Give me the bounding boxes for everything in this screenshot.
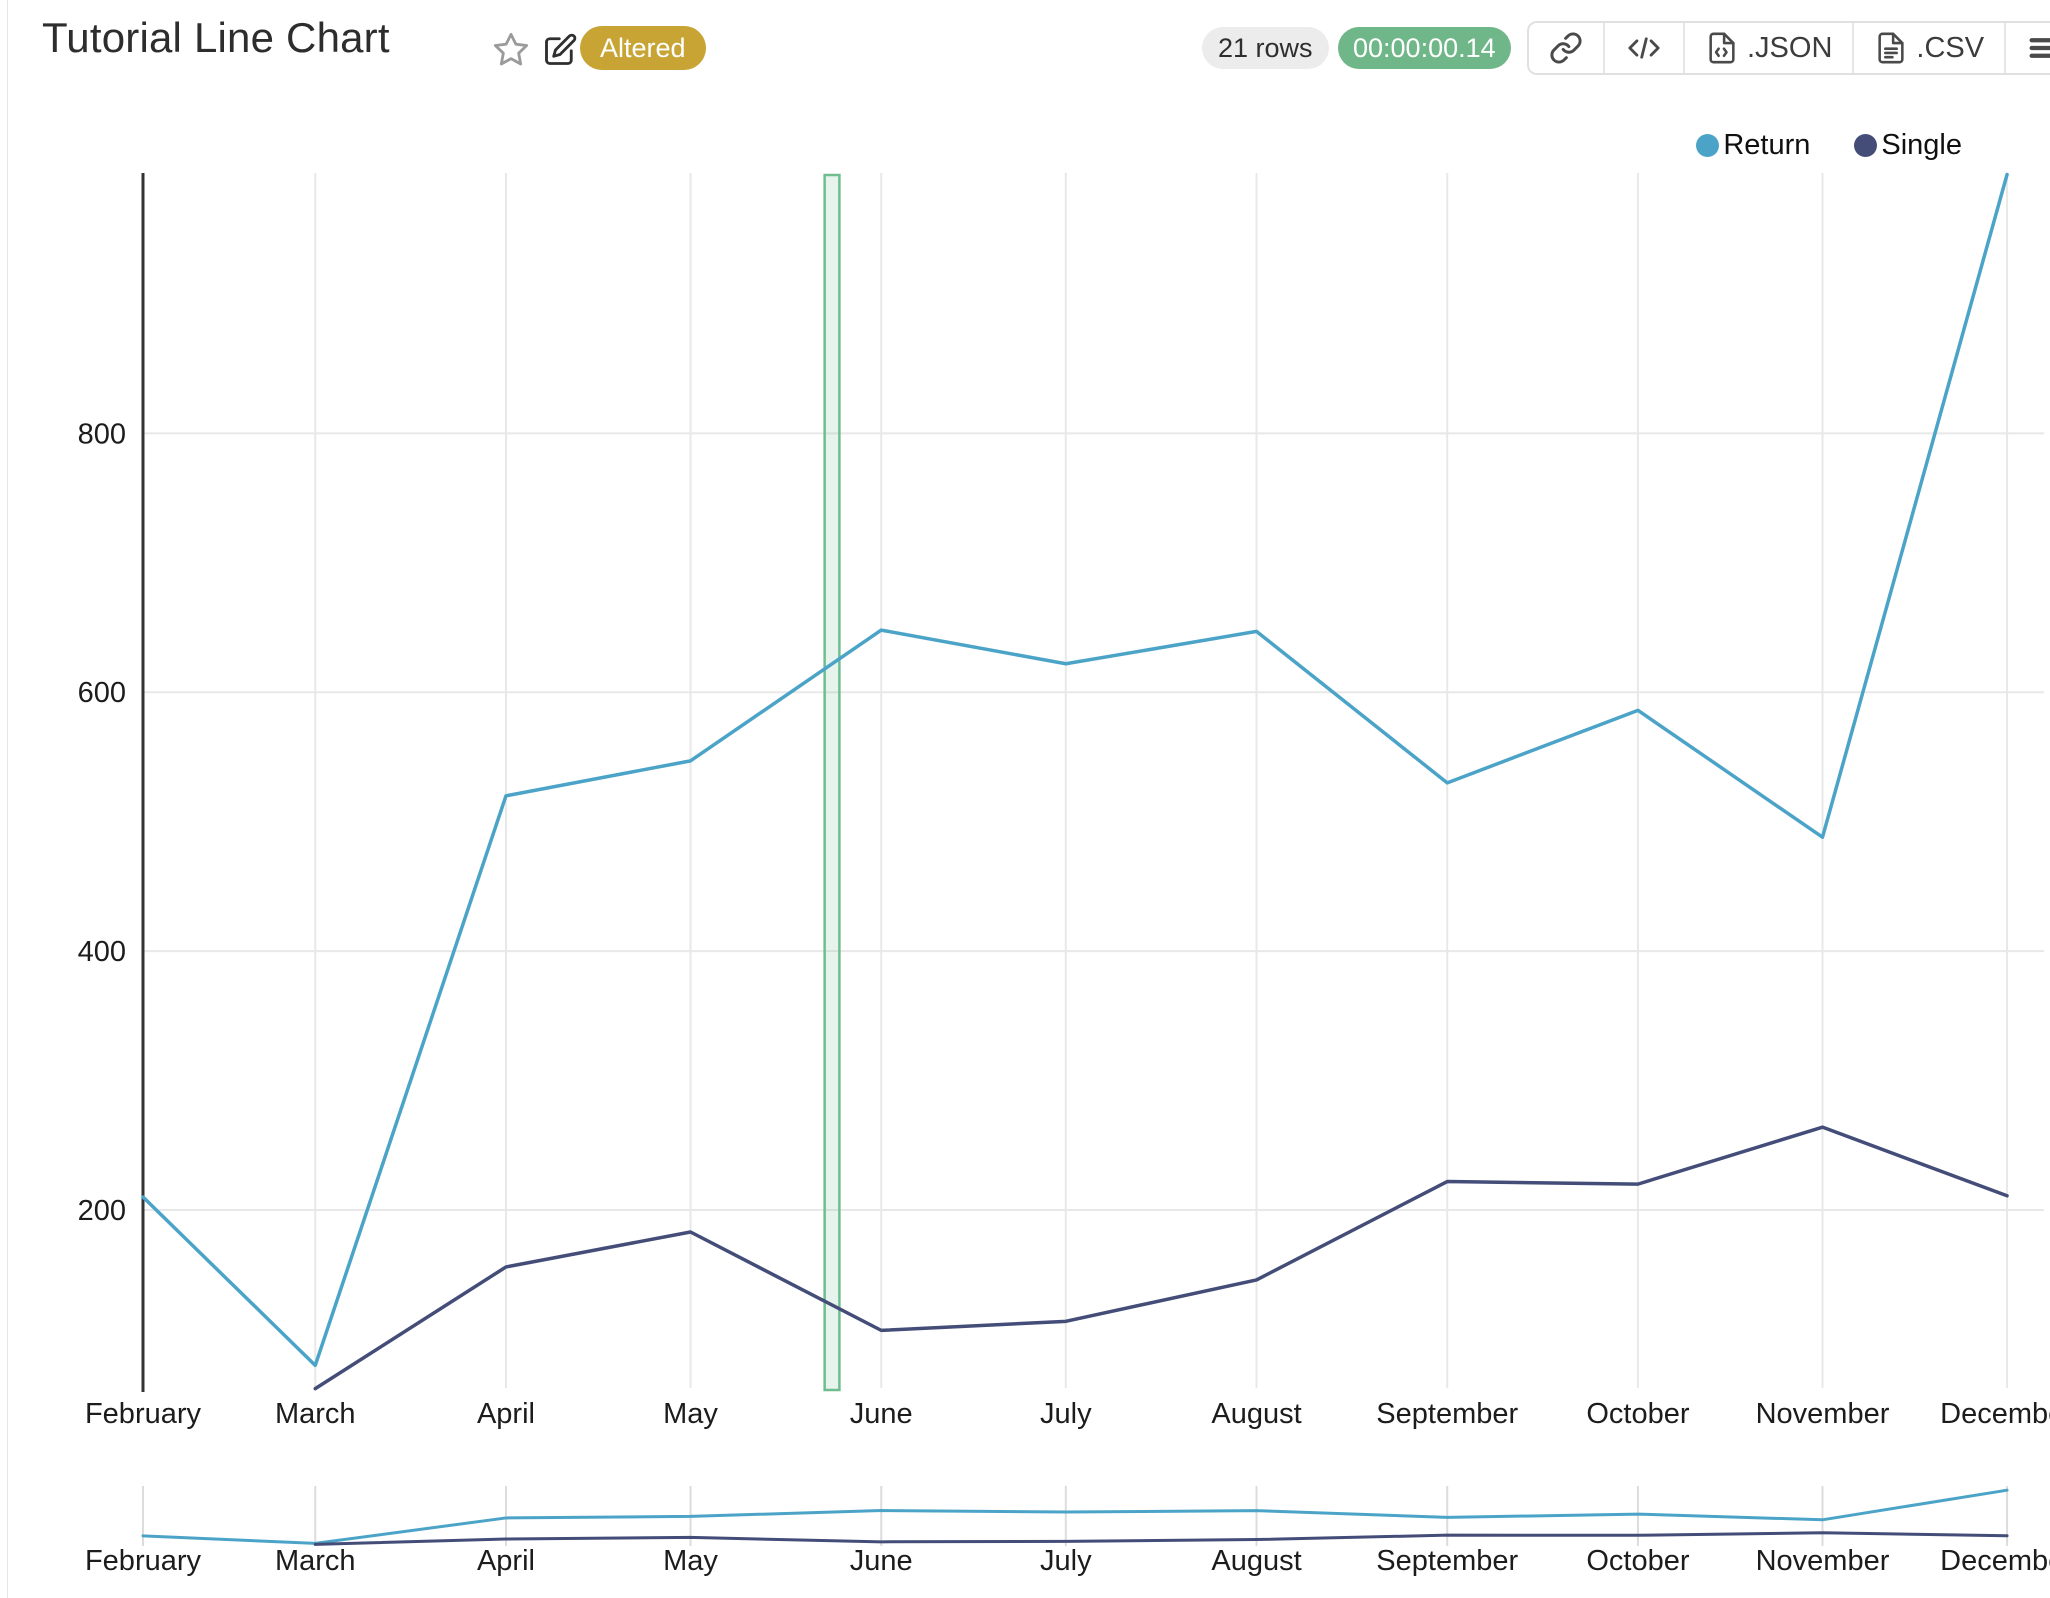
- highlight-band: [823, 173, 841, 1392]
- legend-swatch-return: [1696, 134, 1720, 157]
- permalink-button[interactable]: [1529, 23, 1603, 73]
- svg-text:May: May: [663, 1545, 718, 1577]
- svg-text:July: July: [1040, 1398, 1092, 1430]
- svg-text:December: December: [1940, 1398, 2050, 1430]
- svg-text:April: April: [477, 1545, 535, 1577]
- file-code-icon: [1705, 30, 1739, 66]
- svg-text:October: October: [1586, 1398, 1689, 1430]
- series-line-return: [141, 172, 2009, 1368]
- star-icon: [491, 30, 531, 73]
- svg-text:November: November: [1756, 1545, 1890, 1577]
- embed-code-button[interactable]: [1603, 23, 1683, 73]
- svg-text:April: April: [477, 1398, 535, 1430]
- svg-text:August: August: [1211, 1398, 1301, 1430]
- series-line-single: [313, 1125, 2009, 1391]
- more-menu-button[interactable]: [2004, 23, 2050, 73]
- execution-time-chip: 00:00:00.14: [1338, 27, 1511, 69]
- code-icon: [1625, 31, 1663, 65]
- svg-text:May: May: [663, 1398, 718, 1430]
- legend-swatch-single: [1854, 134, 1878, 157]
- svg-text:June: June: [850, 1545, 913, 1577]
- navigator-brush[interactable]: [103, 1478, 2050, 1578]
- svg-text:February: February: [85, 1545, 202, 1577]
- svg-text:September: September: [1376, 1398, 1518, 1430]
- svg-text:March: March: [275, 1398, 356, 1430]
- svg-text:June: June: [850, 1398, 913, 1430]
- link-icon: [1549, 31, 1583, 65]
- navigator-line-single: [313, 1531, 2009, 1546]
- legend-item-single[interactable]: Single: [1854, 129, 1962, 162]
- chart-legend: Return Single: [1696, 129, 1962, 162]
- svg-text:September: September: [1376, 1545, 1518, 1577]
- svg-text:July: July: [1040, 1545, 1092, 1577]
- export-toolbar: .JSON .CSV: [1527, 21, 2050, 75]
- svg-text:March: March: [275, 1545, 356, 1577]
- row-count-chip: 21 rows: [1202, 27, 1329, 69]
- export-json-button[interactable]: .JSON: [1683, 23, 1853, 73]
- favorite-star-button[interactable]: [490, 30, 532, 72]
- file-text-icon: [1874, 30, 1908, 66]
- navigator-labels: February March April May June July August Septe…: [85, 1545, 2050, 1577]
- svg-text:August: August: [1211, 1545, 1301, 1577]
- y-axis-labels: 200 400 600 800: [78, 418, 126, 1227]
- navigator-mini-chart: February March April May June July August Septe…: [85, 1478, 2050, 1578]
- edit-title-button[interactable]: [541, 32, 579, 70]
- export-json-label: .JSON: [1747, 31, 1833, 64]
- export-csv-button[interactable]: .CSV: [1852, 23, 2005, 73]
- svg-text:December: December: [1940, 1545, 2050, 1577]
- panel-edge-divider: [7, 0, 8, 1598]
- export-csv-label: .CSV: [1916, 31, 1985, 64]
- svg-text:400: 400: [78, 936, 126, 968]
- altered-status-badge: Altered: [580, 26, 706, 70]
- navigator-line-return: [141, 1488, 2009, 1545]
- page-title: Tutorial Line Chart: [42, 14, 390, 61]
- svg-text:October: October: [1586, 1545, 1689, 1577]
- svg-text:200: 200: [78, 1195, 126, 1227]
- x-axis-labels: February March April May June July August Septe…: [85, 1398, 2050, 1430]
- svg-text:600: 600: [78, 677, 126, 709]
- legend-label-single: Single: [1881, 129, 1962, 161]
- svg-text:800: 800: [78, 418, 126, 450]
- svg-text:February: February: [85, 1398, 202, 1430]
- svg-text:November: November: [1756, 1398, 1890, 1430]
- edit-pencil-icon: [542, 32, 578, 71]
- legend-label-return: Return: [1723, 129, 1811, 161]
- menu-icon: [2026, 31, 2050, 65]
- x-gridlines: [314, 173, 2009, 1388]
- y-gridlines: [143, 432, 2044, 1211]
- legend-item-return[interactable]: Return: [1696, 129, 1810, 162]
